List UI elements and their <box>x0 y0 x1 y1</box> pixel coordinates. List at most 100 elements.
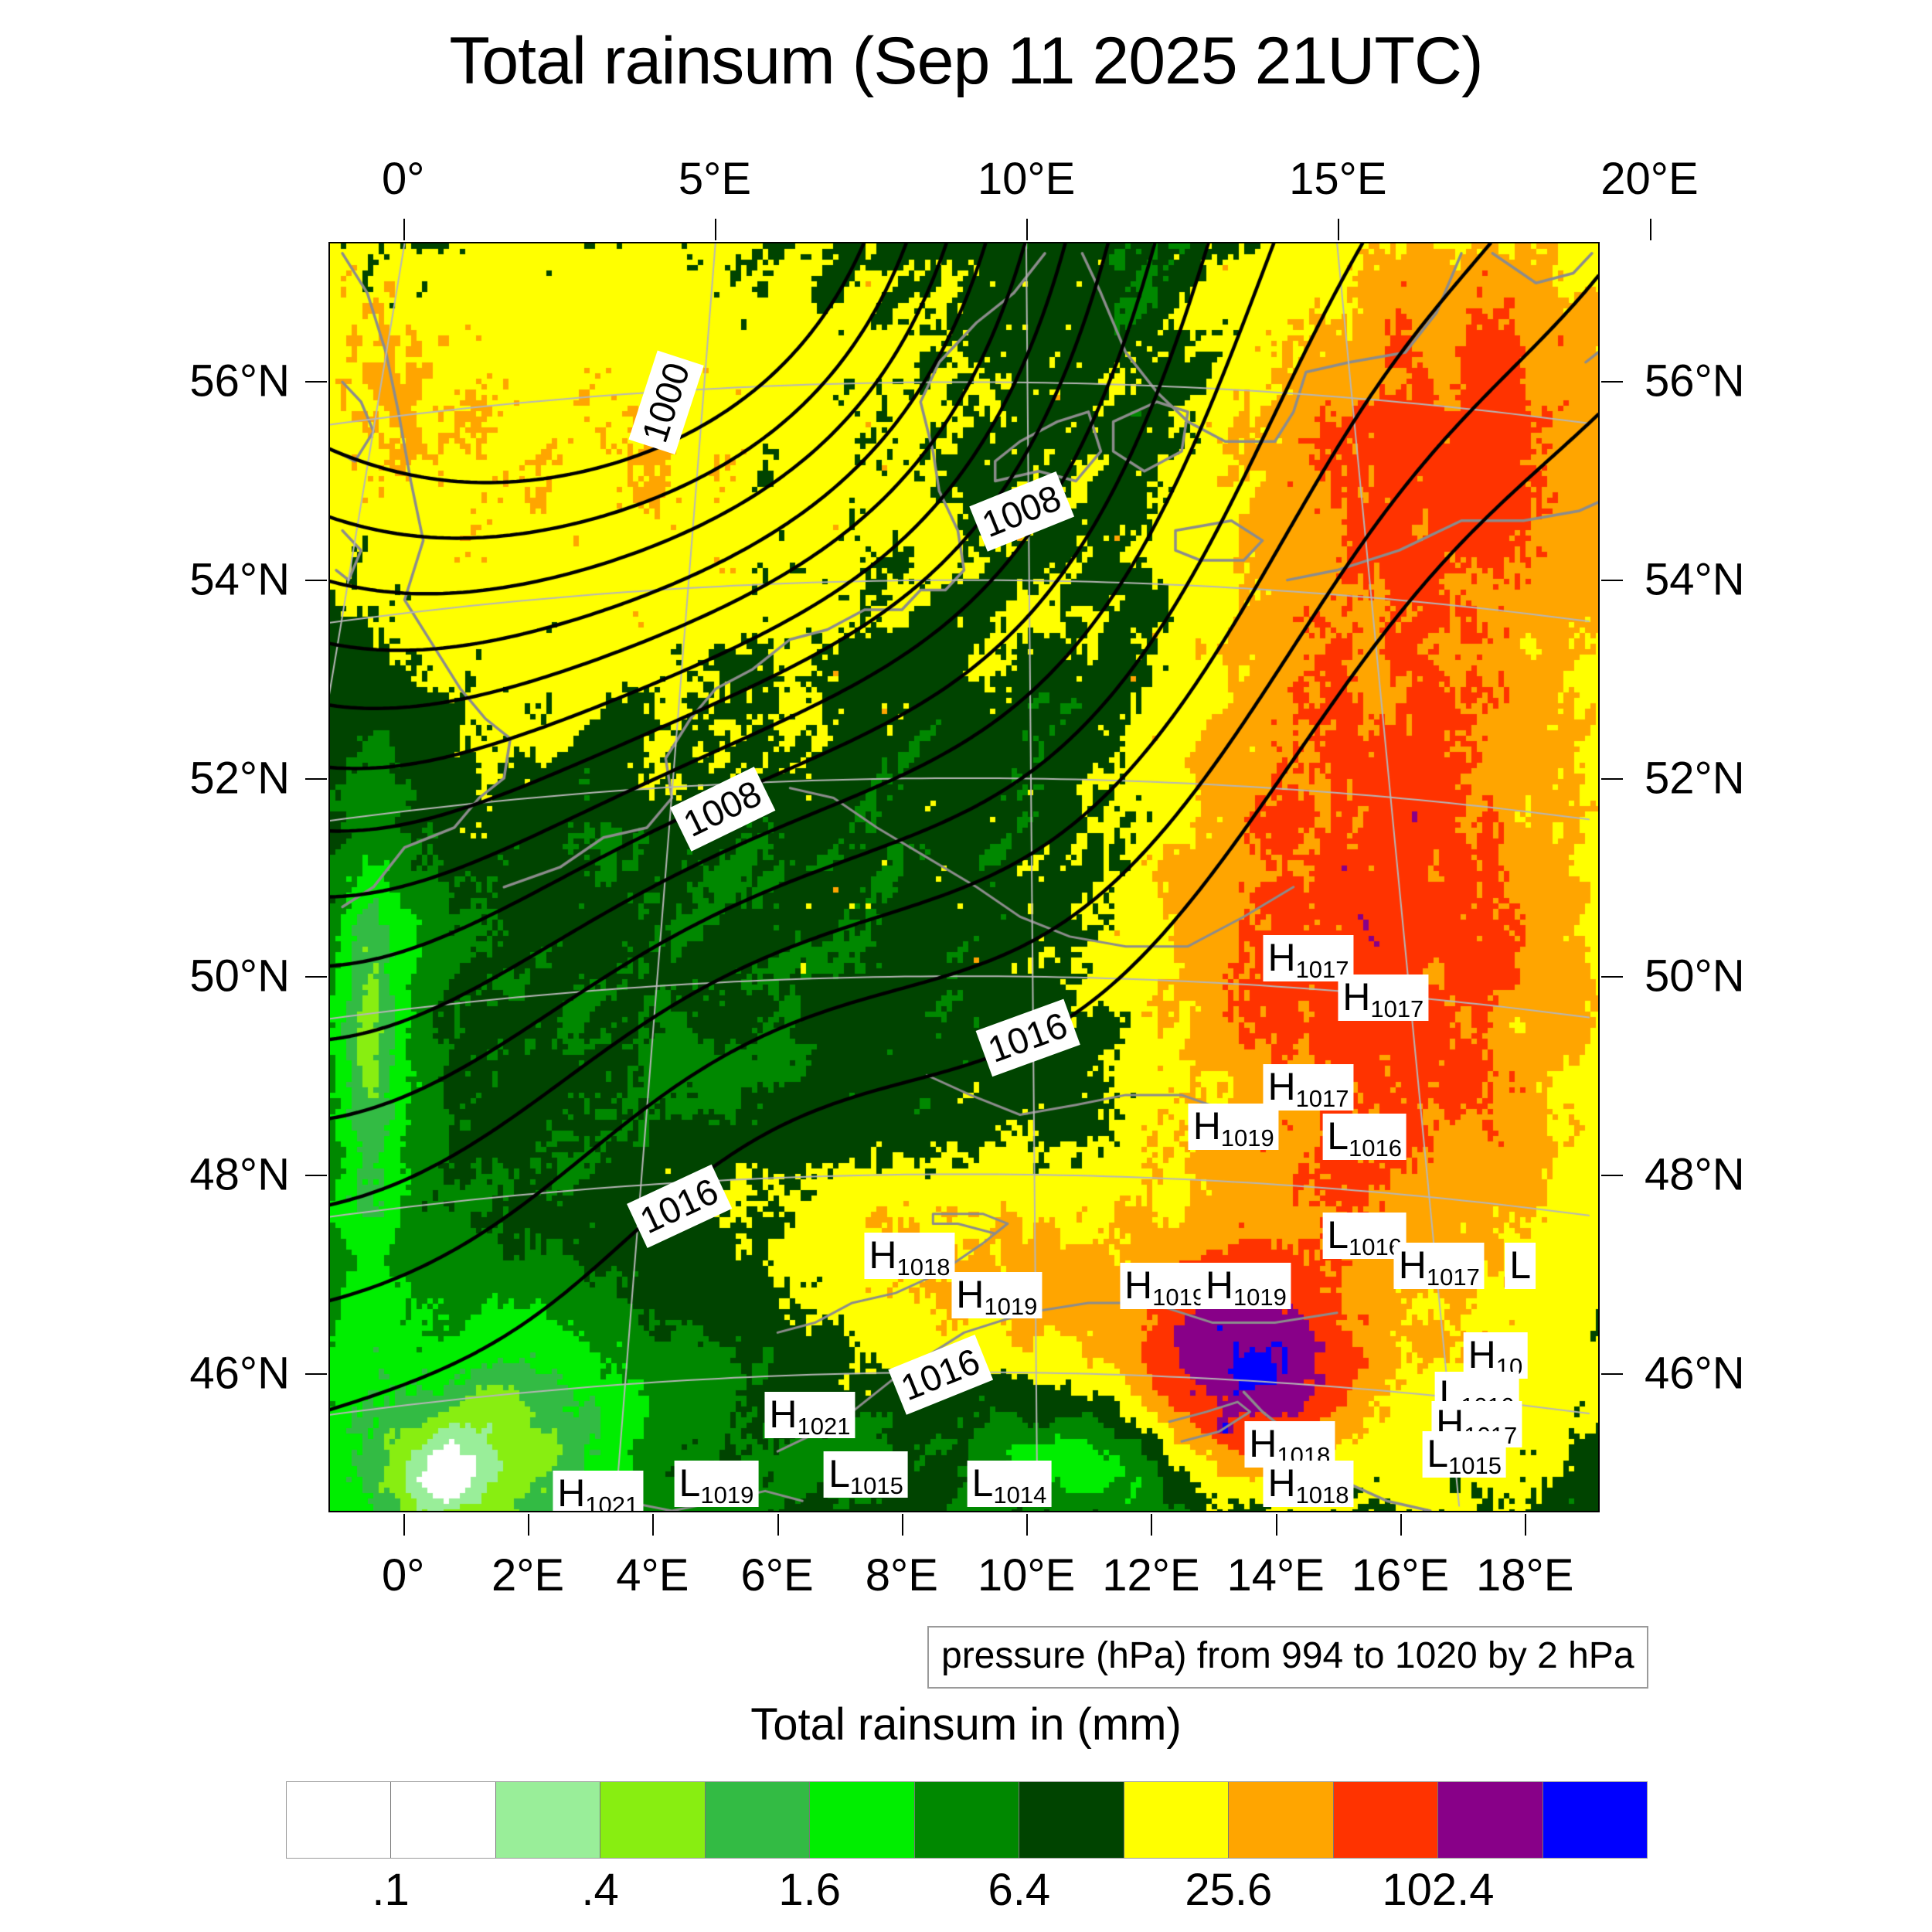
axis-tick-bottom-3: 6°E <box>740 1550 814 1600</box>
pressure-extremum-l-4: L1016 <box>1322 1113 1406 1162</box>
extremum-type-letter: H <box>557 1471 586 1512</box>
axis-tick-right-1-mark <box>1601 579 1623 581</box>
pressure-extremum-l-20: L1015 <box>824 1451 908 1498</box>
extremum-value: 1019 <box>984 1293 1038 1321</box>
colorbar-segment-11 <box>1438 1782 1543 1858</box>
axis-tick-left-5: 46°N <box>189 1348 290 1399</box>
axis-tick-left-3: 50°N <box>189 951 290 1002</box>
extremum-type-letter: H <box>1468 1332 1496 1376</box>
axis-tick-bottom-6: 12°E <box>1102 1550 1200 1600</box>
extremum-type-letter: L <box>1327 1213 1349 1257</box>
extremum-type-letter: L <box>1427 1431 1449 1475</box>
colorbar-segment-8 <box>1124 1782 1230 1858</box>
colorbar-tick-labels: .1 .4 1.6 6.4 25.6 102.4 <box>286 1864 1648 1932</box>
pressure-extremum-l-19: L1019 <box>674 1461 759 1509</box>
colorbar-segment-10 <box>1333 1782 1439 1858</box>
pressure-extremum-h-16: H1021 <box>764 1391 855 1440</box>
precipitation-raster <box>330 243 1598 1511</box>
pressure-extremum-h-1: H1017 <box>1338 975 1429 1023</box>
axis-tick-bottom-4-mark <box>901 1514 903 1536</box>
axis-tick-right-2-mark <box>1601 777 1623 780</box>
extremum-value: 1021 <box>797 1412 851 1440</box>
extremum-value: 1017 <box>1370 995 1424 1023</box>
extremum-type-letter: H <box>1205 1263 1233 1307</box>
axis-tick-right-5-mark <box>1601 1373 1623 1376</box>
colorbar-tick-2: 1.6 <box>778 1865 842 1915</box>
extremum-value: 1018 <box>896 1253 951 1281</box>
colorbar-title: Total rainsum in (mm) <box>750 1699 1182 1750</box>
extremum-type-letter: L <box>828 1451 850 1495</box>
extremum-type-letter: H <box>956 1273 985 1317</box>
colorbar-tick-0: .1 <box>372 1865 410 1915</box>
extremum-value: 1015 <box>849 1471 903 1499</box>
pressure-extremum-h-2: H1017 <box>1263 1063 1354 1112</box>
colorbar-segment-6 <box>914 1782 1020 1858</box>
pressure-extremum-h-9: H1019 <box>951 1272 1043 1321</box>
map-plot-area[interactable]: H1017 H1017 H1017 H1019 L1016 L1016 H1017 L H101… <box>328 242 1600 1512</box>
pressure-extremum-h-3: H1019 <box>1188 1104 1279 1152</box>
extremum-type-letter: L <box>1327 1114 1349 1158</box>
pressure-extremum-h-10: H1019 <box>1119 1262 1211 1311</box>
extremum-type-letter: H <box>869 1233 897 1277</box>
colorbar[interactable] <box>286 1781 1648 1859</box>
axis-tick-bottom-5: 10°E <box>977 1550 1076 1600</box>
axis-tick-top-3: 15°E <box>1289 154 1387 204</box>
axis-tick-left-1: 54°N <box>189 554 290 605</box>
axis-tick-left-4: 48°N <box>189 1149 290 1200</box>
extremum-value: 1019 <box>1233 1283 1287 1311</box>
pressure-extremum-h-11: H1019 <box>1200 1262 1291 1311</box>
pressure-extremum-h-6: H1017 <box>1393 1242 1485 1291</box>
pressure-extremum-h-22: H1021 <box>553 1471 644 1512</box>
colorbar-tick-5: 102.4 <box>1382 1865 1495 1915</box>
axis-tick-bottom-1-mark <box>528 1514 530 1536</box>
colorbar-segment-5 <box>810 1782 915 1858</box>
axis-tick-bottom-3-mark <box>777 1514 779 1536</box>
axis-tick-bottom-9-mark <box>1525 1514 1527 1536</box>
extremum-type-letter: H <box>1342 975 1371 1019</box>
axis-tick-bottom-8-mark <box>1400 1514 1402 1536</box>
axis-tick-bottom-9: 18°E <box>1476 1550 1574 1600</box>
axis-tick-bottom-2: 4°E <box>616 1550 689 1600</box>
colorbar-tick-1: .4 <box>581 1865 619 1915</box>
extremum-value: 1017 <box>1295 1084 1349 1112</box>
extremum-type-letter: H <box>1267 935 1296 979</box>
axis-tick-bottom-0: 0° <box>382 1550 425 1600</box>
axis-tick-right-0: 56°N <box>1645 355 1745 406</box>
extremum-value: 1021 <box>585 1492 639 1512</box>
extremum-value: 1019 <box>1220 1124 1274 1152</box>
axis-tick-top-4-mark <box>1649 219 1651 240</box>
colorbar-segment-4 <box>705 1782 811 1858</box>
colorbar-segment-3 <box>600 1782 706 1858</box>
axis-tick-bottom-7: 14°E <box>1226 1550 1325 1600</box>
axis-tick-bottom-6-mark <box>1151 1514 1153 1536</box>
colorbar-segment-12 <box>1543 1782 1648 1858</box>
pressure-extremum-l-7: L <box>1505 1242 1536 1289</box>
axis-tick-top-2-mark <box>1026 219 1029 240</box>
axis-tick-left-0-mark <box>305 380 327 383</box>
extremum-type-letter: H <box>1249 1422 1277 1466</box>
axis-tick-right-1: 54°N <box>1645 554 1745 605</box>
axis-tick-right-3: 50°N <box>1645 951 1745 1002</box>
extremum-value: 1019 <box>1152 1283 1206 1311</box>
colorbar-segment-1 <box>391 1782 496 1858</box>
axis-tick-right-2: 52°N <box>1645 753 1745 804</box>
pressure-extremum-h-8: H1018 <box>864 1233 955 1281</box>
extremum-type-letter: H <box>1398 1243 1427 1287</box>
extremum-value: 1016 <box>1349 1134 1402 1162</box>
axis-tick-bottom-4: 8°E <box>865 1550 938 1600</box>
axis-tick-top-3-mark <box>1338 219 1340 240</box>
axis-tick-top-1-mark <box>714 219 716 240</box>
extremum-type-letter: H <box>1267 1461 1296 1505</box>
axis-tick-bottom-8: 16°E <box>1351 1550 1450 1600</box>
colorbar-segment-0 <box>287 1782 392 1858</box>
axis-tick-right-4: 48°N <box>1645 1149 1745 1200</box>
extremum-value: 1019 <box>700 1481 754 1509</box>
axis-tick-left-4-mark <box>305 1175 327 1177</box>
axis-tick-top-0-mark <box>403 219 405 240</box>
axis-tick-bottom-7-mark <box>1275 1514 1277 1536</box>
axis-tick-left-2-mark <box>305 777 327 780</box>
axis-tick-bottom-5-mark <box>1026 1514 1029 1536</box>
extremum-type-letter: L <box>679 1461 701 1505</box>
extremum-value: 1017 <box>1426 1263 1480 1291</box>
